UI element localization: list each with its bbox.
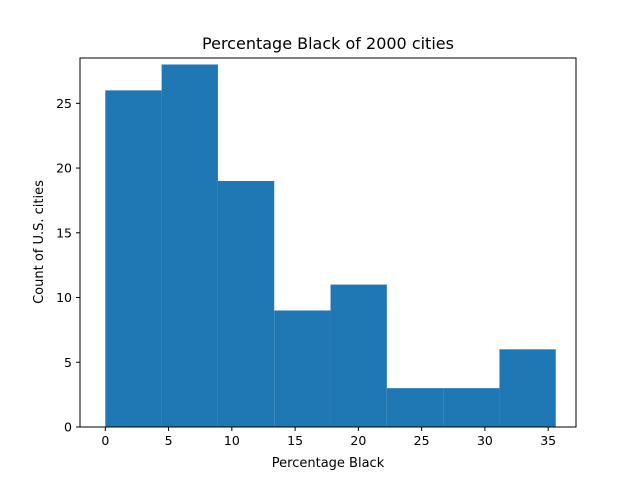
y-axis-label: Count of U.S. cities xyxy=(32,180,47,304)
histogram-bar xyxy=(386,388,444,427)
histogram-bar xyxy=(499,349,556,427)
y-tick-label: 10 xyxy=(56,290,72,305)
y-tick-label: 0 xyxy=(64,420,72,435)
histogram-bar xyxy=(443,388,500,427)
x-tick-label: 20 xyxy=(350,433,366,448)
x-tick-label: 15 xyxy=(287,433,303,448)
y-tick-label: 20 xyxy=(56,161,72,176)
bars-group xyxy=(105,64,556,428)
x-tick-label: 25 xyxy=(414,433,430,448)
histogram-bar xyxy=(105,90,162,428)
histogram-bar xyxy=(274,310,331,427)
histogram-bar xyxy=(217,181,275,427)
y-tick-label: 25 xyxy=(56,96,72,111)
y-tick-label: 5 xyxy=(64,355,72,370)
x-tick-label: 5 xyxy=(165,433,173,448)
y-ticks-group: 0 5 10 15 20 25 xyxy=(56,96,80,435)
x-ticks-group: 0 5 10 15 20 25 30 35 xyxy=(101,427,556,448)
histogram-bar xyxy=(330,284,387,427)
y-tick-label: 15 xyxy=(56,225,72,240)
axes-frame xyxy=(79,57,577,428)
x-tick-label: 30 xyxy=(477,433,493,448)
histogram-bar xyxy=(161,64,218,427)
x-tick-label: 0 xyxy=(101,433,109,448)
x-axis-label: Percentage Black xyxy=(272,456,385,471)
x-tick-label: 10 xyxy=(224,433,240,448)
chart-title: Percentage Black of 2000 cities xyxy=(202,34,454,53)
x-tick-label: 35 xyxy=(540,433,556,448)
